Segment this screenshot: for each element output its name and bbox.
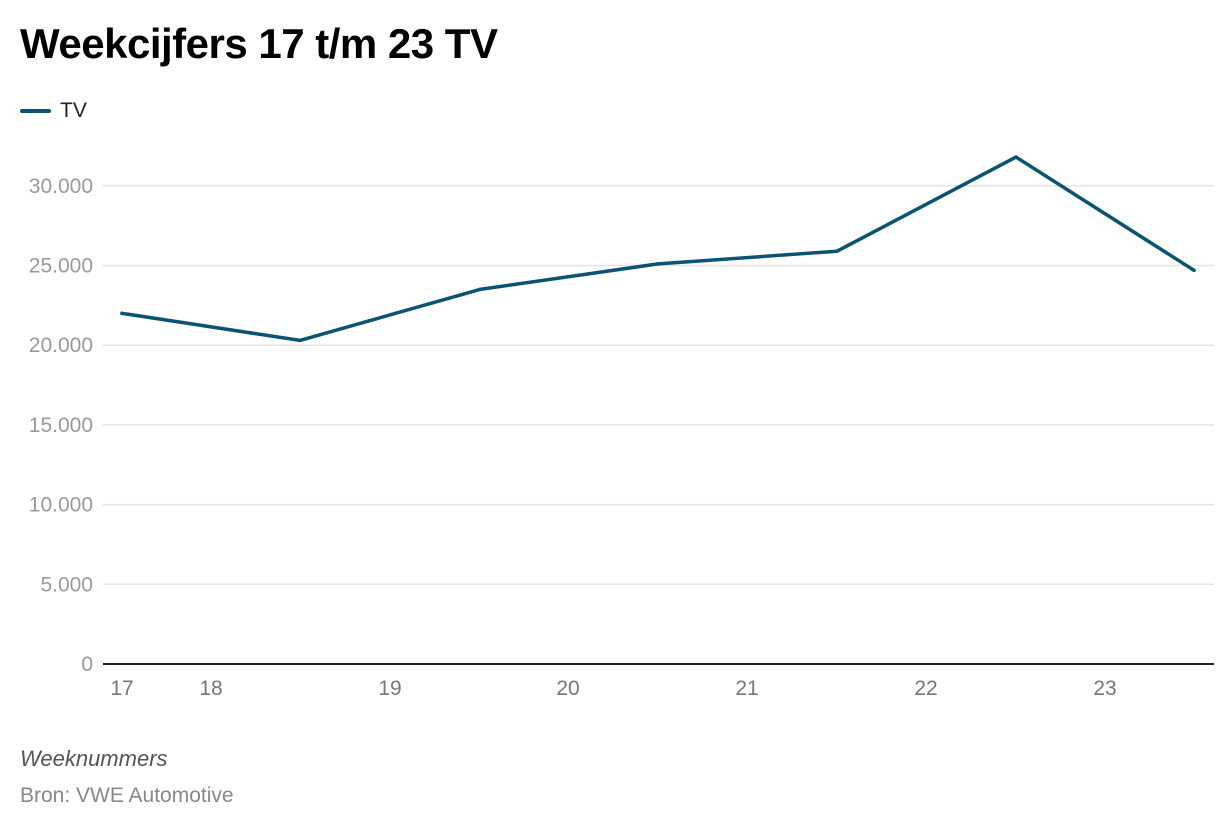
x-tick-label: 17	[110, 677, 133, 700]
data-point	[835, 249, 839, 253]
y-tick-label: 10.000	[29, 494, 93, 517]
x-tick-label: 18	[199, 677, 222, 700]
x-axis-ticks: 17 18 19 20 21 22 23	[110, 677, 1116, 700]
data-point	[120, 311, 124, 316]
chart-title: Weekcijfers 17 t/m 23 TV	[20, 20, 498, 67]
y-tick-label: 25.000	[29, 255, 93, 278]
series-layer	[120, 155, 1196, 343]
legend-label-tv: TV	[60, 99, 87, 122]
legend: TV	[20, 98, 87, 124]
data-point	[1014, 155, 1018, 159]
x-tick-label: 21	[735, 677, 758, 700]
x-tick-label: 23	[1093, 677, 1116, 700]
x-tick-label: 22	[914, 677, 937, 700]
y-axis-ticks: 0 5.000 10.000 15.000 20.000 25.000 30.000	[29, 175, 93, 676]
data-point	[1192, 268, 1196, 273]
data-point	[656, 262, 660, 266]
x-axis-title: Weeknummers	[20, 746, 168, 771]
y-tick-label: 5.000	[40, 573, 93, 596]
y-tick-label: 0	[81, 653, 93, 676]
y-tick-label: 30.000	[29, 175, 93, 198]
series-line-tv	[120, 155, 1196, 343]
data-point	[298, 338, 302, 343]
y-tick-label: 15.000	[29, 414, 93, 437]
x-tick-label: 20	[556, 677, 579, 700]
data-point	[478, 287, 482, 292]
gridlines	[103, 185, 1214, 586]
x-tick-label: 19	[378, 677, 401, 700]
legend-swatch-tv	[20, 109, 51, 113]
y-tick-label: 20.000	[29, 334, 93, 357]
source-note: Bron: VWE Automotive	[20, 784, 234, 807]
